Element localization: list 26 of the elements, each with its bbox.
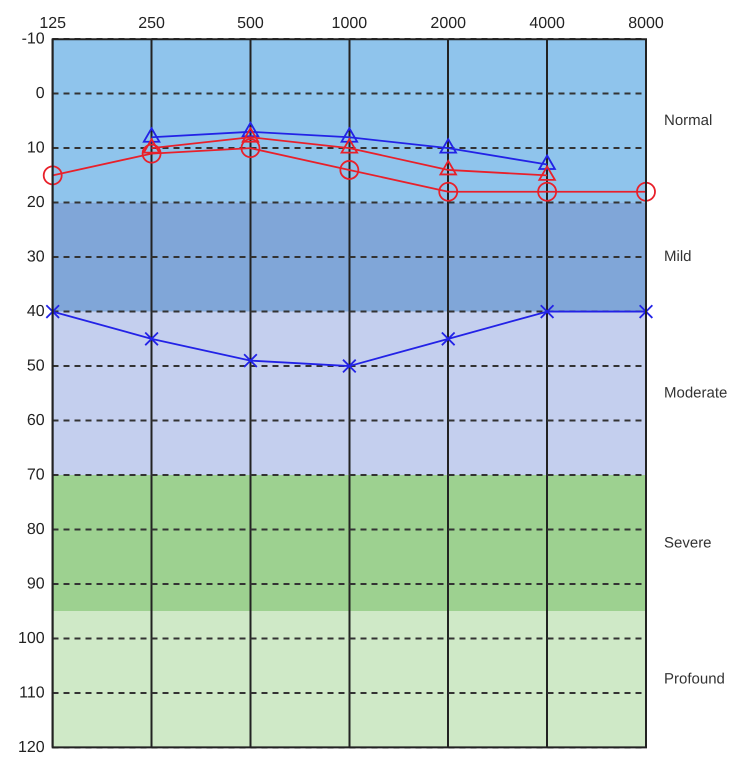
y-tick-label: 70 — [26, 466, 45, 484]
y-tick-label: 30 — [26, 248, 45, 266]
y-tick-label: 40 — [26, 302, 45, 320]
x-tick-label: 500 — [237, 15, 264, 32]
x-tick-label: 4000 — [529, 15, 566, 32]
y-tick-label: 110 — [19, 684, 45, 702]
y-tick-label: 10 — [26, 140, 45, 157]
x-tick-label: 250 — [138, 15, 166, 32]
y-tick-label: 90 — [26, 575, 45, 592]
x-tick-label: 1000 — [332, 15, 368, 32]
band-label: Normal — [664, 112, 712, 130]
y-tick-label: 60 — [26, 412, 45, 429]
x-tick-label: 2000 — [430, 15, 466, 32]
x-tick-label: 125 — [39, 15, 66, 32]
band-label: Mild — [664, 248, 692, 266]
y-tick-label: -10 — [22, 30, 45, 48]
y-tick-label: 100 — [18, 630, 45, 647]
y-tick-label: 50 — [26, 357, 45, 374]
x-tick-label: 8000 — [628, 15, 664, 32]
y-tick-label: 20 — [26, 194, 45, 212]
y-tick-label: 0 — [36, 85, 45, 102]
band-label: Severe — [664, 534, 712, 552]
y-tick-label: 80 — [26, 520, 45, 538]
band-label: Profound — [664, 670, 725, 688]
y-tick-label: 120 — [18, 738, 45, 756]
band-label: Moderate — [664, 384, 728, 402]
